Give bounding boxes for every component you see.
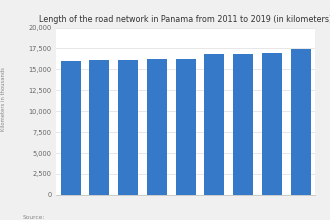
Bar xyxy=(176,59,196,195)
Bar xyxy=(204,54,224,195)
Bar xyxy=(118,60,138,195)
Title: Length of the road network in Panama from 2011 to 2019 (in kilometers): Length of the road network in Panama fro… xyxy=(39,15,330,24)
Bar xyxy=(89,60,110,195)
Bar xyxy=(233,54,253,195)
Bar xyxy=(147,59,167,195)
Text: Source:: Source: xyxy=(23,215,46,220)
Bar xyxy=(262,53,282,195)
Bar xyxy=(291,49,311,195)
Text: Kilometers in thousands: Kilometers in thousands xyxy=(1,67,6,131)
Bar xyxy=(61,61,81,195)
